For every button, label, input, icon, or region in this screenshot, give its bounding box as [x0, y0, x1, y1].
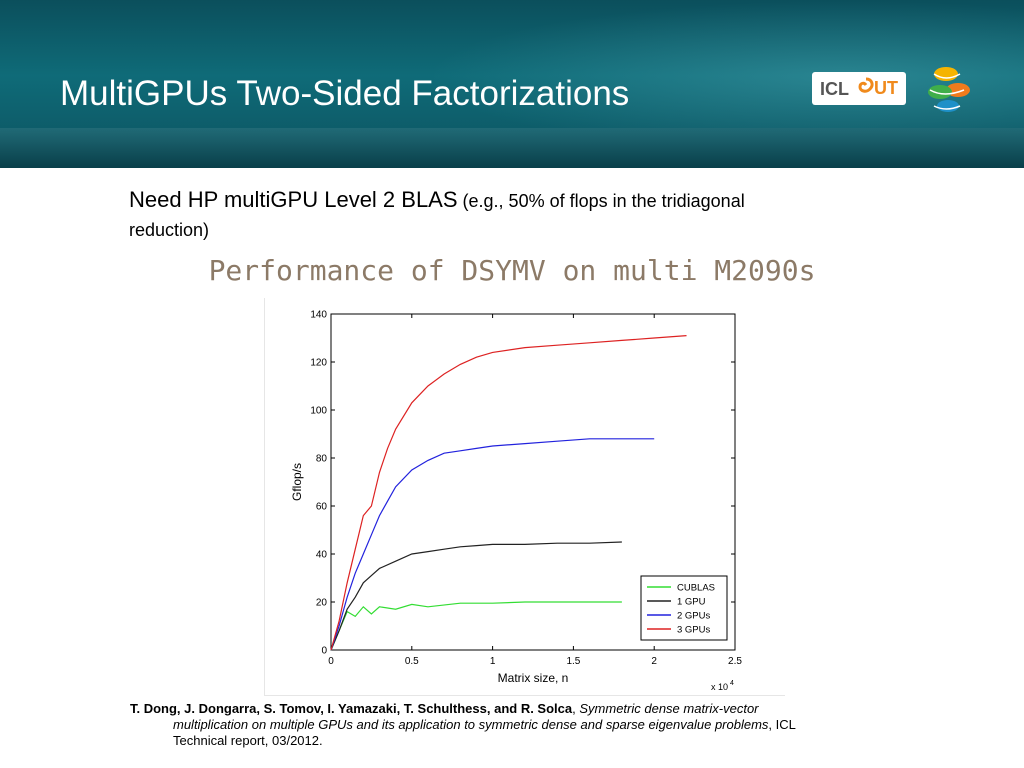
x-tick-label: 1	[490, 656, 496, 667]
x-tick-label: 0	[328, 656, 334, 667]
series-line-2	[330, 438, 655, 651]
performance-chart: 0 0.5 1 1.5 2 2.5 0 20 40 60 80 100 120 140 Matrix siz…	[264, 298, 785, 696]
bullet-detail-1: (e.g., 50% of flops in the tridiagonal	[457, 191, 745, 211]
bullet-main: Need HP multiGPU Level 2 BLAS	[129, 187, 458, 212]
y-axis-label: Gflop/s	[290, 463, 304, 501]
x-tick-label: 1.5	[566, 656, 580, 667]
y-tick-label: 20	[316, 598, 328, 609]
slide-title: MultiGPUs Two-Sided Factorizations	[60, 74, 630, 113]
series-line-3	[330, 335, 687, 651]
reference-text: T. Dong, J. Dongarra, S. Tomov, I. Yamaz…	[130, 701, 950, 749]
icl-logo-text: ICL	[820, 79, 849, 99]
header-banner: MultiGPUs Two-Sided Factorizations ICL U…	[0, 0, 1024, 168]
header-band	[0, 128, 1024, 168]
legend-label-2: 2 GPUs	[677, 611, 711, 622]
reference-line-2: multiplication on multiple GPUs and its …	[130, 717, 950, 749]
reference-authors: T. Dong, J. Dongarra, S. Tomov, I. Yamaz…	[130, 701, 573, 716]
y-tick-label: 60	[316, 502, 328, 513]
partner-logo-icon	[928, 67, 970, 112]
x-multiplier-exponent: 4	[730, 680, 734, 687]
x-tick-label: 2	[651, 656, 657, 667]
chart-svg: 0 0.5 1 1.5 2 2.5 0 20 40 60 80 100 120 140 Matrix siz…	[290, 310, 742, 693]
bullet-text: Need HP multiGPU Level 2 BLAS (e.g., 50%…	[129, 186, 929, 244]
y-tick-label: 140	[310, 310, 327, 321]
series-line-0	[330, 601, 622, 651]
header-glow	[424, 0, 1024, 128]
icl-ut-logo: ICL UT	[812, 72, 906, 105]
x-multiplier-label: x 10	[711, 682, 728, 692]
ut-logo-text: UT	[874, 78, 898, 98]
x-tick-label: 0.5	[405, 656, 419, 667]
reference-title-1: Symmetric dense matrix-vector	[579, 701, 759, 716]
series-line-1	[330, 541, 622, 651]
reference-separator: ,	[572, 701, 580, 716]
y-tick-label: 120	[310, 358, 327, 369]
legend-label-1: 1 GPU	[677, 597, 706, 608]
y-tick-label: 100	[310, 406, 327, 417]
y-tick-label: 80	[316, 454, 328, 465]
reference-title-2: multiplication on multiple GPUs and its …	[173, 717, 769, 732]
legend-label-3: 3 GPUs	[677, 625, 711, 636]
x-axis-label: Matrix size, n	[498, 671, 569, 685]
y-tick-label: 40	[316, 550, 328, 561]
chart-subtitle: Performance of DSYMV on multi M2090s	[208, 254, 816, 287]
reference-tail-1: , ICL	[768, 717, 796, 732]
x-tick-label: 2.5	[728, 656, 742, 667]
bullet-detail-2: reduction)	[129, 220, 210, 240]
y-tick-label: 0	[321, 646, 327, 657]
icl-swirl-icon	[858, 77, 874, 93]
legend-label-0: CUBLAS	[677, 583, 715, 594]
reference-tail-2: Technical report, 03/2012.	[173, 733, 323, 748]
